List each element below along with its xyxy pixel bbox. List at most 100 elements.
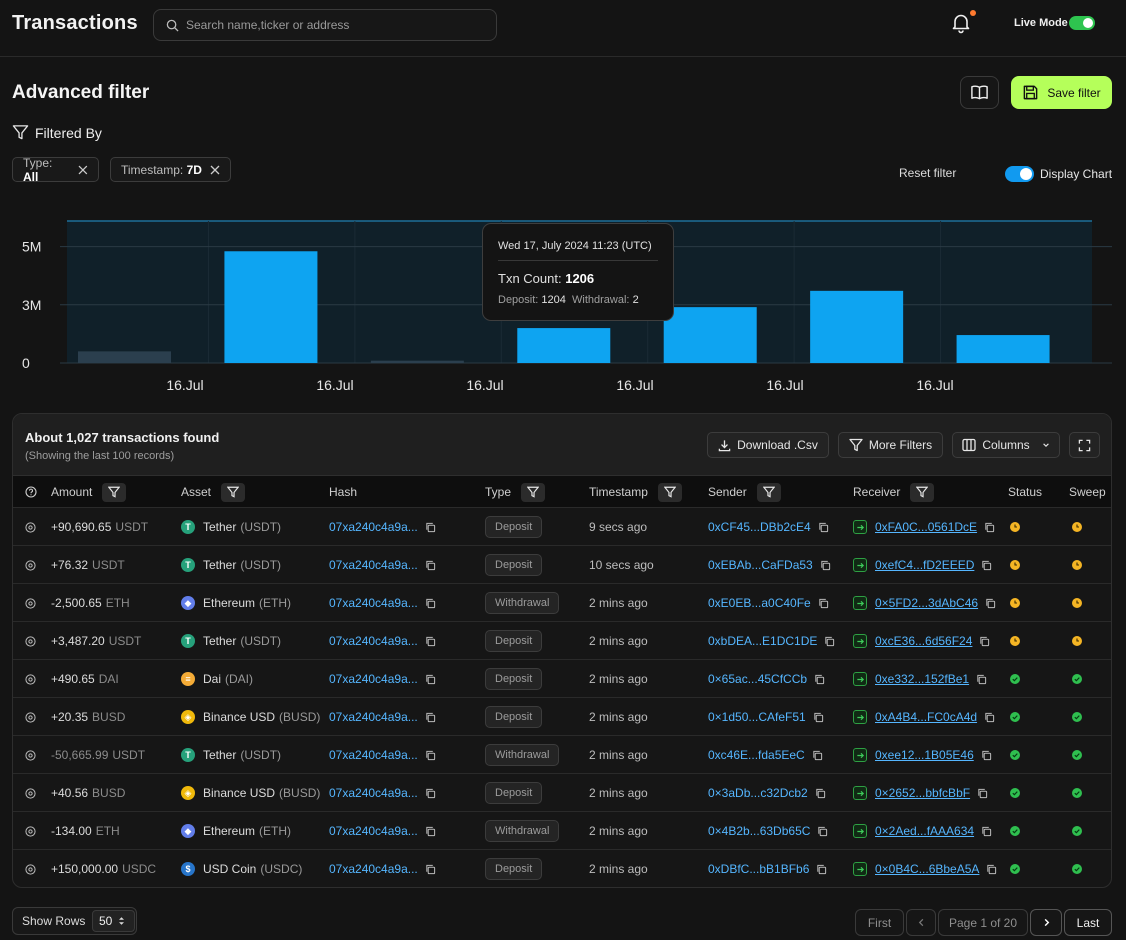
- sender-link[interactable]: 0×65ac...45CfCCb: [708, 672, 808, 686]
- copy-icon[interactable]: [824, 636, 835, 647]
- view-icon[interactable]: [25, 850, 36, 887]
- receiver-link[interactable]: 0×2Aed...fAAA634: [875, 824, 975, 838]
- filter-icon[interactable]: [521, 482, 546, 502]
- receiver-link[interactable]: 0×2652...bbfcBbF: [875, 786, 971, 800]
- hash-link[interactable]: 07xa240c4a9a...: [329, 596, 418, 610]
- copy-icon[interactable]: [981, 826, 992, 837]
- sender-link[interactable]: 0xCF45...DBb2cE4: [708, 520, 811, 534]
- view-icon[interactable]: [25, 622, 36, 660]
- sender-link[interactable]: 0×1d50...CAfeF51: [708, 710, 806, 724]
- hash-link[interactable]: 07xa240c4a9a...: [329, 710, 418, 724]
- sender-link[interactable]: 0×4B2b...63Db65C: [708, 824, 811, 838]
- receiver-link[interactable]: 0xcE36...6d56F24: [875, 634, 973, 648]
- receiver-link[interactable]: 0xe332...152fBe1: [875, 672, 970, 686]
- copy-icon[interactable]: [977, 788, 988, 799]
- hash-link[interactable]: 07xa240c4a9a...: [329, 672, 418, 686]
- hash-link[interactable]: 07xa240c4a9a...: [329, 748, 418, 762]
- copy-icon[interactable]: [976, 674, 987, 685]
- filter-icon[interactable]: [756, 482, 781, 502]
- copy-icon[interactable]: [425, 788, 436, 799]
- copy-icon[interactable]: [984, 712, 995, 723]
- filter-chip-type[interactable]: Type: All: [12, 156, 99, 184]
- view-icon[interactable]: [25, 736, 36, 774]
- sender-link[interactable]: 0xc46E...fda5EeC: [708, 748, 805, 762]
- copy-icon[interactable]: [814, 674, 825, 685]
- more-filters-button[interactable]: More Filters: [838, 432, 943, 458]
- table-row[interactable]: +20.35 BUSD ◈ Binance USD (BUSD) 07xa240c4a9a…: [13, 698, 1111, 736]
- sender-link[interactable]: 0xEBAb...CaFDa53: [708, 558, 813, 572]
- hash-link[interactable]: 07xa240c4a9a...: [329, 520, 418, 534]
- sender-link[interactable]: 0xDBfC...bB1BFb6: [708, 862, 810, 876]
- table-row[interactable]: +3,487.20 USDT T Tether (USDT) 07xa240c4a9a..…: [13, 622, 1111, 660]
- view-icon[interactable]: [25, 508, 36, 546]
- expand-button[interactable]: [1069, 432, 1100, 458]
- copy-icon[interactable]: [818, 598, 829, 609]
- copy-icon[interactable]: [813, 712, 824, 723]
- copy-icon[interactable]: [984, 522, 995, 533]
- copy-icon[interactable]: [815, 788, 826, 799]
- receiver-link[interactable]: 0×5FD2...3dAbC46: [875, 596, 979, 610]
- filter-icon[interactable]: [910, 482, 935, 502]
- hash-link[interactable]: 07xa240c4a9a...: [329, 786, 418, 800]
- help-icon[interactable]: [25, 476, 37, 508]
- sender-link[interactable]: 0xbDEA...E1DC1DE: [708, 634, 818, 648]
- table-row[interactable]: +76.32 USDT T Tether (USDT) 07xa240c4a9a... De…: [13, 546, 1111, 584]
- copy-icon[interactable]: [425, 826, 436, 837]
- search-input[interactable]: [186, 18, 476, 32]
- table-row[interactable]: +40.56 BUSD ◈ Binance USD (BUSD) 07xa240c4a9a…: [13, 774, 1111, 812]
- save-filter-button[interactable]: Save filter: [1011, 76, 1112, 109]
- copy-icon[interactable]: [425, 674, 436, 685]
- display-chart-toggle[interactable]: [1005, 166, 1034, 182]
- copy-icon[interactable]: [985, 598, 996, 609]
- filter-icon[interactable]: [221, 482, 246, 502]
- prev-page-button[interactable]: [906, 909, 936, 936]
- receiver-link[interactable]: 0xFA0C...0561DcE: [875, 520, 978, 534]
- table-row[interactable]: -134.00 ETH ◆ Ethereum (ETH) 07xa240c4a9a... W…: [13, 812, 1111, 850]
- copy-icon[interactable]: [981, 560, 992, 571]
- copy-icon[interactable]: [816, 864, 827, 875]
- view-icon[interactable]: [25, 546, 36, 584]
- close-icon[interactable]: [210, 165, 220, 175]
- table-row[interactable]: -2,500.65 ETH ◆ Ethereum (ETH) 07xa240c4a9a..…: [13, 584, 1111, 622]
- view-icon[interactable]: [25, 660, 36, 698]
- docs-button[interactable]: [960, 76, 999, 109]
- table-row[interactable]: -50,665.99 USDT T Tether (USDT) 07xa240c4a9a.…: [13, 736, 1111, 774]
- receiver-link[interactable]: 0xA4B4...FC0cA4d: [875, 710, 978, 724]
- table-row[interactable]: +90,690.65 USDT T Tether (USDT) 07xa240c4a9a.…: [13, 508, 1111, 546]
- view-icon[interactable]: [25, 584, 36, 622]
- copy-icon[interactable]: [425, 560, 436, 571]
- hash-link[interactable]: 07xa240c4a9a...: [329, 634, 418, 648]
- hash-link[interactable]: 07xa240c4a9a...: [329, 558, 418, 572]
- view-icon[interactable]: [25, 812, 36, 850]
- copy-icon[interactable]: [817, 826, 828, 837]
- live-mode-toggle[interactable]: [1069, 16, 1095, 30]
- copy-icon[interactable]: [820, 560, 831, 571]
- last-page-button[interactable]: Last: [1064, 909, 1112, 936]
- copy-icon[interactable]: [425, 522, 436, 533]
- copy-icon[interactable]: [425, 750, 436, 761]
- table-row[interactable]: +490.65 DAI ≡ Dai (DAI) 07xa240c4a9a... Deposi…: [13, 660, 1111, 698]
- filter-icon[interactable]: [102, 482, 127, 502]
- hash-link[interactable]: 07xa240c4a9a...: [329, 824, 418, 838]
- receiver-link[interactable]: 0xefC4...fD2EEED: [875, 558, 975, 572]
- copy-icon[interactable]: [981, 750, 992, 761]
- filter-icon[interactable]: [657, 482, 682, 502]
- first-page-button[interactable]: First: [855, 909, 904, 936]
- copy-icon[interactable]: [425, 712, 436, 723]
- copy-icon[interactable]: [979, 636, 990, 647]
- view-icon[interactable]: [25, 698, 36, 736]
- copy-icon[interactable]: [425, 864, 436, 875]
- copy-icon[interactable]: [425, 636, 436, 647]
- copy-icon[interactable]: [425, 598, 436, 609]
- copy-icon[interactable]: [818, 522, 829, 533]
- search-box[interactable]: [153, 9, 497, 41]
- sender-link[interactable]: 0×3aDb...c32Dcb2: [708, 786, 808, 800]
- table-row[interactable]: +150,000.00 USDC $ USD Coin (USDC) 07xa240c4a…: [13, 850, 1111, 887]
- sender-link[interactable]: 0xE0EB...a0C40Fe: [708, 596, 811, 610]
- close-icon[interactable]: [78, 165, 88, 175]
- next-page-button[interactable]: [1030, 909, 1062, 936]
- view-icon[interactable]: [25, 774, 36, 812]
- download-csv-button[interactable]: Download .Csv: [707, 432, 829, 458]
- copy-icon[interactable]: [812, 750, 823, 761]
- receiver-link[interactable]: 0×0B4C...6BbeA5A: [875, 862, 980, 876]
